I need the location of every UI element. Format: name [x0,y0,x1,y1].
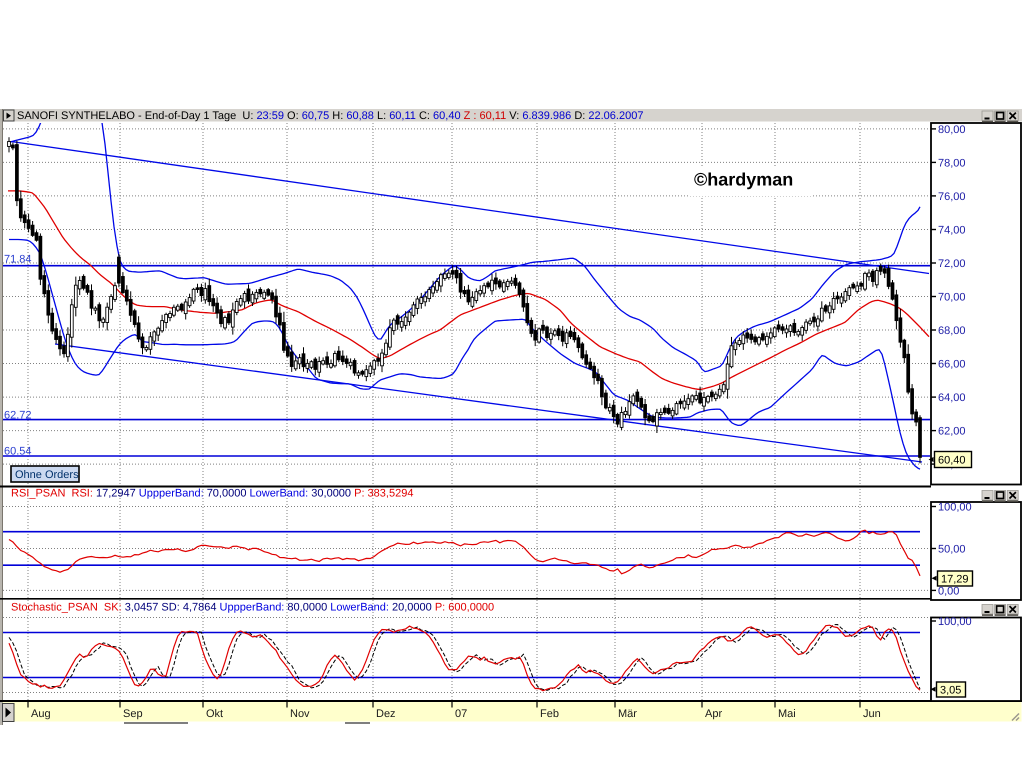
svg-text:07: 07 [455,708,467,720]
svg-text:Aug: Aug [31,708,51,720]
svg-text:SANOFI SYNTHELABO - End-of-Day: SANOFI SYNTHELABO - End-of-Day 1 Tage U:… [17,110,643,122]
svg-text:©hardyman: ©hardyman [694,170,793,190]
svg-text:Feb: Feb [540,708,559,720]
svg-text:Sep: Sep [123,708,143,720]
svg-text:60.54: 60.54 [4,446,32,458]
svg-text:68,00: 68,00 [938,325,966,337]
svg-text:100,00: 100,00 [938,616,972,628]
svg-text:64,00: 64,00 [938,392,966,404]
svg-text:Dez: Dez [376,708,396,720]
svg-text:72,00: 72,00 [938,258,966,270]
svg-text:Nov: Nov [290,708,310,720]
svg-text:Stochastic_PSAN SK: 3,0457 SD: Stochastic_PSAN SK: 3,0457 SD: 4,7864 Up… [11,602,494,614]
svg-text:Mai: Mai [778,708,796,720]
svg-text:60,40: 60,40 [938,455,966,467]
svg-text:76,00: 76,00 [938,191,966,203]
svg-text:78,00: 78,00 [938,157,966,169]
svg-text:66,00: 66,00 [938,359,966,371]
svg-text:3,05: 3,05 [940,685,961,697]
svg-text:17,29: 17,29 [941,574,969,586]
svg-text:0,00: 0,00 [938,585,959,597]
svg-text:80,00: 80,00 [938,124,966,136]
svg-text:Apr: Apr [705,708,722,720]
svg-text:Jun: Jun [863,708,881,720]
svg-text:50,00: 50,00 [938,543,966,555]
svg-text:100,00: 100,00 [938,502,972,514]
svg-text:71.84: 71.84 [4,254,32,266]
svg-text:Okt: Okt [206,708,223,720]
svg-text:62,00: 62,00 [938,426,966,438]
svg-text:62.72: 62.72 [4,410,32,422]
svg-text:RSI_PSAN RSI: 17,2947 UppperB: RSI_PSAN RSI: 17,2947 UppperBand: 70,000… [11,488,413,500]
svg-text:Mär: Mär [618,708,637,720]
svg-text:74,00: 74,00 [938,224,966,236]
svg-text:Ohne Orders: Ohne Orders [15,469,79,481]
svg-text:70,00: 70,00 [938,292,966,304]
